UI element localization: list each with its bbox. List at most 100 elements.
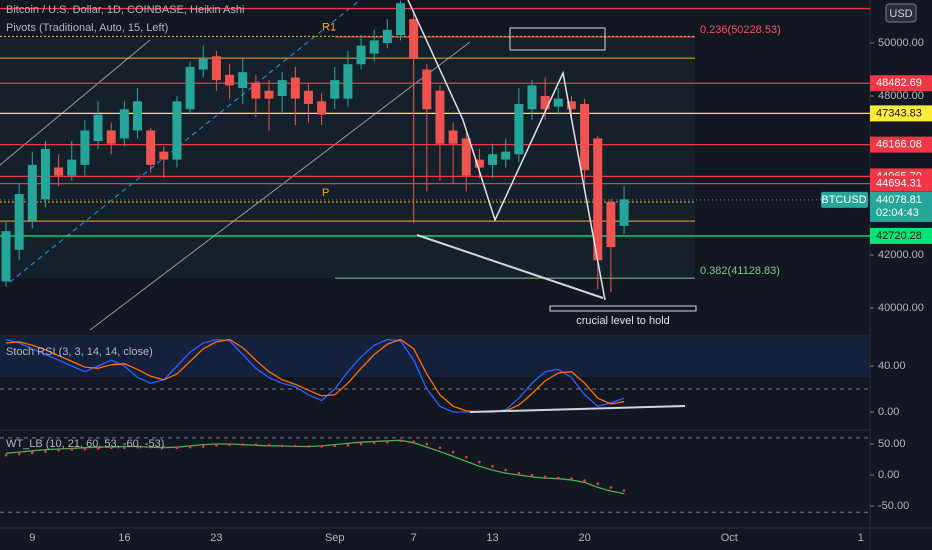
currency[interactable]: USD <box>889 8 912 20</box>
candle-body <box>1 231 11 282</box>
legend-pivots: Pivots (Traditional, Auto, 15, Left) <box>6 22 168 34</box>
x-tick-label: Oct <box>721 532 738 544</box>
dot <box>504 468 508 472</box>
candle-body <box>619 199 629 226</box>
dot <box>622 489 626 492</box>
dot <box>241 443 244 446</box>
candle-body <box>277 80 287 97</box>
candle-body <box>409 19 419 59</box>
x-tick-label: 20 <box>578 532 590 544</box>
candle-body <box>501 151 511 160</box>
dot <box>31 451 34 454</box>
candle-body <box>396 3 405 36</box>
dot <box>583 479 586 482</box>
candle-body <box>40 149 50 200</box>
currency-button[interactable] <box>885 3 917 23</box>
dot <box>109 446 113 450</box>
candle-body <box>540 96 550 110</box>
dot <box>280 444 284 448</box>
trend-arrow <box>416 234 604 299</box>
dot <box>44 450 47 453</box>
candle-body <box>185 66 195 110</box>
level-tag-label: 47343.83 <box>876 107 922 119</box>
candle-body <box>422 69 432 110</box>
annotation: crucial level to hold <box>576 315 670 327</box>
candle-body <box>93 114 103 142</box>
level-tag-label: 44694.31 <box>876 178 922 190</box>
candle-body <box>14 194 24 250</box>
y-tick-label: 0.00 <box>878 469 899 481</box>
candle-body <box>119 109 129 139</box>
candle-body <box>566 101 576 110</box>
dot <box>70 448 74 451</box>
candle-body <box>264 90 274 99</box>
candle-body <box>435 90 445 144</box>
x-tick-label: Sep <box>325 532 345 544</box>
level-tag <box>870 75 932 92</box>
series-line <box>5 338 625 413</box>
candle-body <box>527 85 537 110</box>
legend-stoch: Stoch RSI (3, 3, 14, 14, close) <box>6 346 153 358</box>
symbol-label: BTCUSD <box>821 194 866 206</box>
candle-body <box>238 72 248 89</box>
candle-body <box>225 74 235 86</box>
dot <box>438 446 442 450</box>
candle-body <box>317 101 327 115</box>
x-tick-label: 9 <box>29 532 35 544</box>
x-tick-label: 23 <box>210 532 222 544</box>
dot <box>320 445 323 448</box>
candle-body <box>211 56 221 81</box>
fib-label: 0.382(41128.83) <box>700 265 780 277</box>
dot <box>359 442 363 446</box>
level-tag-label: 46166.08 <box>876 139 922 151</box>
dot <box>215 443 218 447</box>
candle-body <box>133 101 142 131</box>
candle-body <box>80 130 90 165</box>
fib-label: 0.236(50228.53) <box>700 24 781 36</box>
dot <box>386 440 389 444</box>
candle-body <box>146 130 156 165</box>
dot <box>346 443 350 447</box>
dot <box>17 452 21 456</box>
y-tick-label: 48000.00 <box>878 90 924 102</box>
y-tick-label: 40.00 <box>878 360 906 372</box>
dot <box>294 444 297 448</box>
legend-title: Bitcoin / U.S. Dollar, 1D, COINBASE, Hei… <box>6 4 244 16</box>
channel-line <box>89 41 471 331</box>
candle-body <box>290 77 300 99</box>
pivot-label: P <box>322 187 329 199</box>
trend-line <box>469 405 686 413</box>
candle-body <box>553 98 563 107</box>
dot <box>136 445 139 449</box>
box <box>509 27 606 51</box>
candle-body <box>356 45 366 65</box>
dot <box>307 445 310 448</box>
level-tag <box>870 136 932 153</box>
dot <box>123 446 126 450</box>
candle-body <box>198 58 208 70</box>
y-tick-label: 40000.00 <box>878 302 924 314</box>
dot <box>188 445 192 449</box>
dot <box>57 448 60 452</box>
box <box>549 305 697 312</box>
candle-body <box>251 82 261 99</box>
level-tag <box>870 105 932 122</box>
price-tag <box>870 191 932 222</box>
pivot-label: R1 <box>322 21 336 33</box>
candle-body <box>382 29 392 44</box>
series-line <box>5 338 625 413</box>
dot <box>412 440 415 443</box>
dot <box>491 465 494 468</box>
candle-body <box>67 159 77 176</box>
level-tag-label: 42720.28 <box>876 230 922 242</box>
dot <box>96 447 100 450</box>
candle-body <box>106 130 116 144</box>
price-tag-label: 44078.81 <box>876 194 922 206</box>
candle-body <box>514 103 524 155</box>
candle-body <box>27 164 37 221</box>
dot <box>609 486 613 489</box>
candle-body <box>369 40 379 54</box>
dot <box>557 476 560 480</box>
dot <box>464 455 468 459</box>
